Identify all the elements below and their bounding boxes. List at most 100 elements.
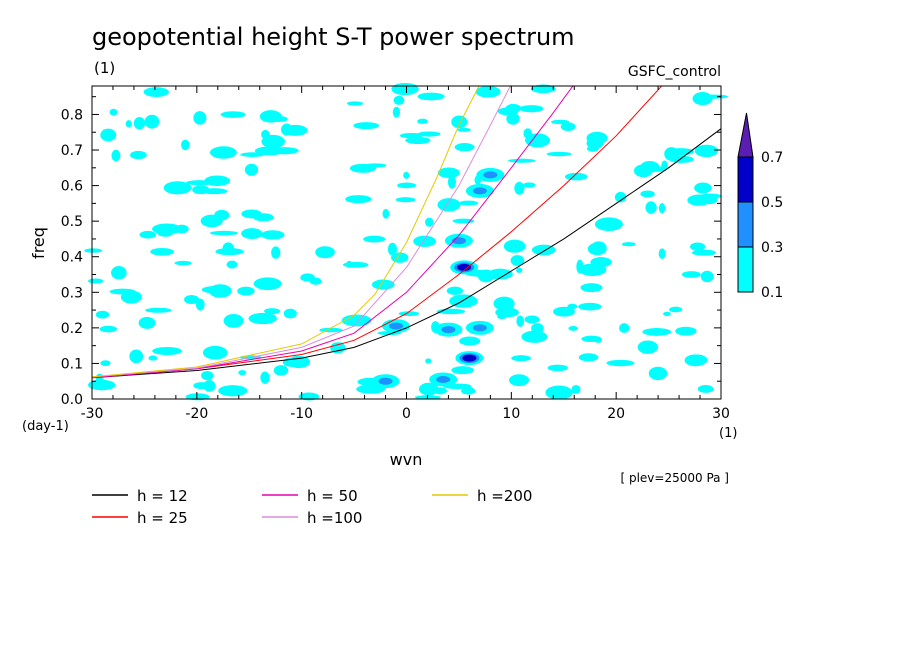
contour-patch-low bbox=[669, 306, 683, 313]
contour-patch-low bbox=[594, 336, 602, 343]
contour-patch-low bbox=[382, 208, 390, 219]
colorbar-level-label: 0.5 bbox=[761, 195, 783, 211]
contour-patch-low bbox=[270, 147, 299, 155]
contour-patch-low bbox=[287, 355, 311, 369]
contour-patch-low bbox=[84, 248, 103, 253]
contour-patch-low bbox=[392, 106, 401, 118]
dispersion-curve-2 bbox=[92, 86, 574, 379]
legend-label: h = 12 bbox=[137, 487, 188, 505]
contour-patch-low bbox=[621, 242, 636, 247]
contour-patch-low bbox=[226, 260, 238, 269]
contour-patch-low bbox=[95, 310, 110, 319]
contour-patch-low bbox=[594, 217, 623, 232]
contour-patch-low bbox=[341, 314, 372, 327]
contour-patch-low bbox=[364, 163, 387, 168]
contour-patch-low bbox=[125, 120, 132, 128]
contour-patch-low bbox=[99, 325, 118, 333]
contour-patch-low bbox=[590, 241, 607, 254]
contour-patch-low bbox=[244, 163, 259, 176]
contour-patch-low bbox=[109, 108, 118, 116]
y-tick-label: 0.4 bbox=[61, 250, 83, 266]
contour-patch-low bbox=[663, 311, 671, 317]
colorbar-box bbox=[737, 246, 754, 293]
contour-patch-low bbox=[111, 149, 121, 162]
contour-patch-low bbox=[417, 131, 441, 137]
contour-patch-low bbox=[578, 263, 607, 276]
contour-patch-low bbox=[300, 273, 315, 282]
contour-patch-low bbox=[437, 198, 461, 212]
contour-patch-low bbox=[193, 382, 211, 390]
contour-patch-low bbox=[214, 209, 230, 221]
contour-patch-low bbox=[222, 242, 235, 255]
x-tick-label: -10 bbox=[290, 406, 313, 422]
contour-patch-low bbox=[521, 330, 548, 343]
x-tick-label: -30 bbox=[81, 406, 104, 422]
contour-patch-low bbox=[270, 115, 288, 122]
chart-title: geopotential height S-T power spectrum bbox=[92, 23, 575, 51]
contour-patch-low bbox=[522, 182, 536, 188]
contour-patch-low bbox=[525, 133, 551, 148]
colorbar-box bbox=[737, 201, 754, 248]
contour-patch-low bbox=[642, 328, 672, 336]
contour-patch-low bbox=[578, 353, 599, 362]
y-tick-label: 0.0 bbox=[61, 392, 83, 408]
dispersion-curves bbox=[92, 86, 721, 379]
contour-patch-low bbox=[241, 209, 262, 219]
contour-patch-low bbox=[606, 359, 635, 367]
y-tick-label: 0.2 bbox=[61, 321, 83, 337]
y-tick-label: 0.7 bbox=[61, 143, 83, 159]
contour-patch-low bbox=[353, 122, 380, 130]
contour-patch-low bbox=[363, 235, 386, 243]
colorbar: 0.1 0.3 0.5 0.7 bbox=[737, 112, 783, 301]
contour-patch-low bbox=[691, 249, 717, 256]
contour-patch-low bbox=[209, 146, 237, 159]
contour-patch-low bbox=[694, 144, 719, 158]
contour-patch-low bbox=[507, 113, 520, 123]
contour-patch-high bbox=[457, 263, 472, 271]
contour-patch-low bbox=[264, 308, 281, 315]
contour-patch-low bbox=[109, 288, 136, 295]
contour-patch-low bbox=[509, 374, 530, 387]
contour-patch-low bbox=[417, 118, 429, 124]
contour-patch-low bbox=[417, 92, 445, 101]
x-tick-label: -20 bbox=[185, 406, 208, 422]
x-tick-label: 10 bbox=[502, 406, 520, 422]
contour-patch-low bbox=[237, 286, 255, 296]
contour-patch-mid bbox=[378, 377, 393, 385]
contour-patch-low bbox=[148, 355, 158, 361]
contour-patch-low bbox=[174, 260, 192, 266]
dispersion-curve-4 bbox=[92, 86, 480, 378]
contour-patch-low bbox=[457, 127, 471, 132]
contour-patch-low bbox=[139, 230, 157, 239]
contour-patch-low bbox=[547, 364, 568, 372]
y-tick-label: 0.6 bbox=[61, 179, 83, 195]
dispersion-curve-3 bbox=[92, 86, 511, 378]
contour-patch-low bbox=[111, 266, 127, 280]
contour-patch-low bbox=[399, 132, 424, 139]
x-tick-label: 30 bbox=[712, 406, 730, 422]
contour-patch-low bbox=[397, 182, 417, 189]
contour-patch-mid bbox=[483, 171, 498, 179]
contour-patch-low bbox=[240, 152, 265, 157]
contour-patch-low bbox=[345, 195, 372, 204]
contour-patch-low bbox=[475, 85, 501, 98]
y-axis-label: freq bbox=[29, 227, 48, 259]
contour-patch-low bbox=[201, 370, 214, 381]
contour-patch-low bbox=[261, 129, 270, 140]
contour-patch-low bbox=[413, 235, 437, 247]
experiment-label: GSFC_control bbox=[628, 64, 721, 80]
x-unit-label: (1) bbox=[719, 426, 737, 441]
colorbar-arrow bbox=[737, 112, 754, 158]
contour-patch-low bbox=[175, 224, 189, 234]
contour-patch-low bbox=[157, 229, 174, 237]
contour-patch-low bbox=[88, 278, 104, 284]
contour-patch-low bbox=[648, 366, 668, 381]
contour-patch-low bbox=[614, 191, 627, 203]
contour-patch-low bbox=[619, 323, 630, 333]
contour-patch-low bbox=[261, 230, 285, 240]
contour-patch-low bbox=[425, 358, 432, 364]
contour-patch-low bbox=[283, 308, 297, 319]
contour-patch-low bbox=[387, 242, 398, 256]
x-axis-label: wvn bbox=[390, 450, 423, 469]
colorbar-level-label: 0.1 bbox=[761, 285, 783, 301]
